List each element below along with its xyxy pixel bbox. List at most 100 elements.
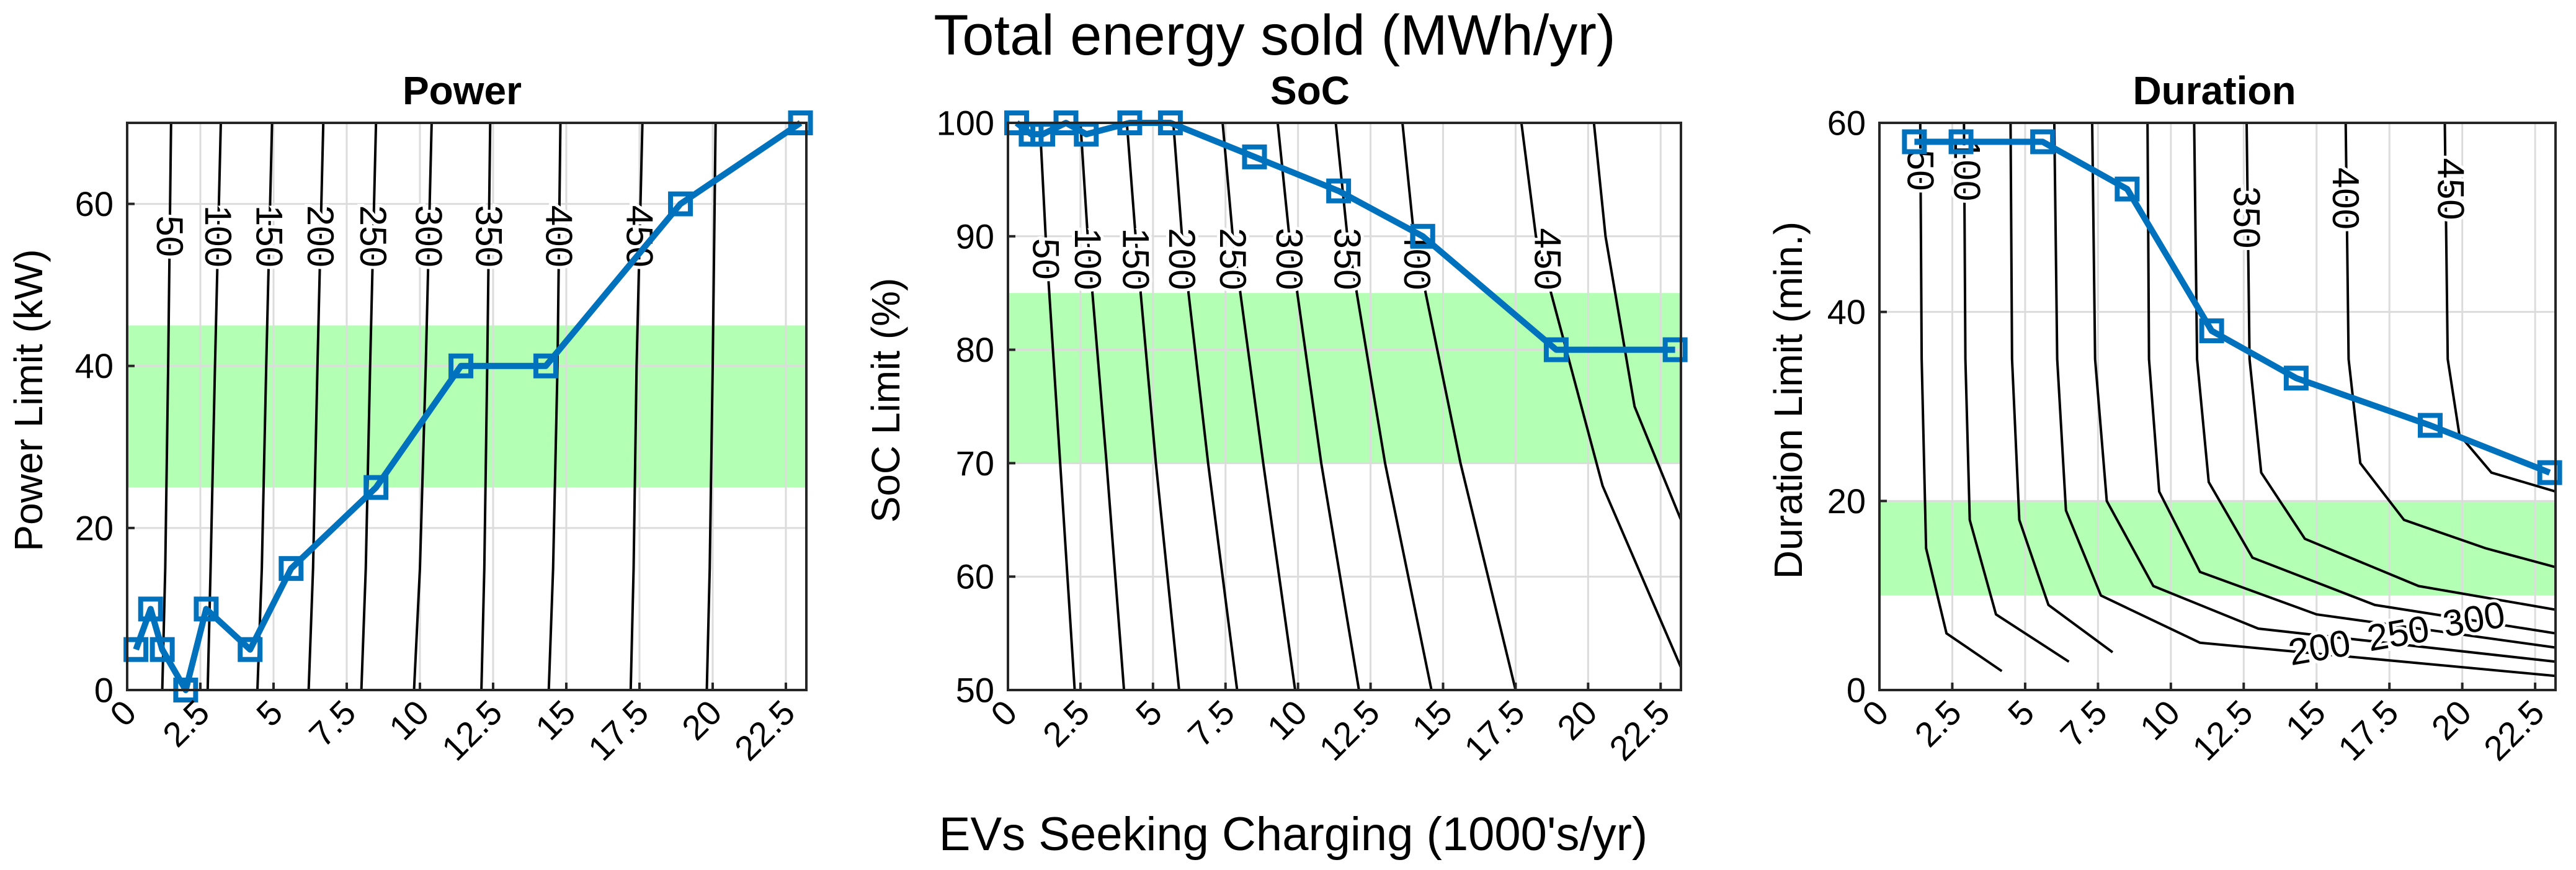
- soc-xtick-label-1: 2.5: [1035, 693, 1097, 755]
- duration-ytick-label-3: 60: [1827, 104, 1866, 143]
- duration-xtick-label-3: 7.5: [2052, 693, 2115, 755]
- duration-contour-unlabeled-2: [2009, 123, 2114, 653]
- power-point-1: [138, 596, 163, 622]
- soc-xtick-label-9: 22.5: [1602, 693, 1677, 768]
- power-ytick-label-2: 40: [75, 346, 114, 385]
- power-xtick-label-1: 2.5: [155, 693, 217, 755]
- duration-contour-label-50: 50: [1899, 150, 1941, 191]
- power-contour-450: [629, 123, 644, 690]
- duration-contour-300: [2193, 123, 2556, 635]
- power-title: Power: [403, 68, 522, 113]
- power-contour-label-300: 300: [408, 205, 450, 267]
- power-point-4: [194, 596, 219, 622]
- duration-contour-label-450: 450: [2430, 158, 2471, 220]
- duration-point-6: [2417, 413, 2443, 438]
- soc-xtick-label-3: 7.5: [1180, 693, 1242, 755]
- power-xtick-label-5: 12.5: [434, 693, 510, 768]
- duration-ytick-label-1: 20: [1827, 482, 1866, 521]
- duration-contour-400: [2344, 123, 2556, 568]
- duration-plot-area: [1879, 123, 2556, 690]
- duration-contour-100: [1963, 123, 2070, 663]
- soc-contour-label-250: 250: [1212, 228, 1254, 290]
- power-point-6: [279, 556, 304, 581]
- soc-xtick-label-4: 10: [1260, 693, 1315, 748]
- duration-contour-label-350: 350: [2226, 186, 2268, 248]
- soc-contour-label-150: 150: [1115, 228, 1156, 290]
- soc-contour-400: [1401, 123, 1517, 690]
- duration-limit-band: [1879, 501, 2556, 596]
- power-limit-band: [127, 325, 806, 488]
- soc-ytick-label-1: 60: [956, 557, 994, 596]
- soc-contour-450: [1520, 123, 1681, 668]
- power-contours: [161, 123, 717, 690]
- power-contour-label-150: 150: [248, 205, 290, 267]
- power-xtick-label-4: 10: [381, 693, 437, 748]
- soc-ytick-label-3: 80: [956, 330, 994, 369]
- power-contour-50: [161, 123, 172, 690]
- soc-xtick-label-6: 15: [1404, 693, 1460, 748]
- soc-ylabel: SoC Limit (%): [863, 278, 908, 523]
- power-contour-350: [480, 123, 492, 690]
- duration-contour-200: [2052, 123, 2556, 678]
- soc-contour-unlabeled-9: [1592, 123, 1681, 521]
- soc-ytick-label-0: 50: [956, 671, 994, 710]
- power-contour-label-50: 50: [149, 215, 190, 257]
- figure-title: Total energy sold (MWh/yr): [934, 4, 1615, 67]
- duration-point-0: [1902, 129, 1927, 155]
- soc-axes-frame: [1007, 122, 1682, 691]
- duration-contour-unlabeled-5: [2146, 123, 2556, 649]
- power-point-5: [238, 637, 263, 662]
- power-axes-frame: [126, 122, 808, 691]
- power-contour-label-400: 400: [538, 205, 580, 267]
- soc-contour-100: [1079, 123, 1126, 690]
- duration-contour-250: [2091, 123, 2556, 663]
- duration-contours: [1919, 123, 2556, 678]
- power-xtick-label-2: 5: [249, 693, 290, 734]
- power-contour-label-200: 200: [300, 205, 341, 267]
- duration-xtick-label-6: 15: [2278, 693, 2333, 748]
- duration-xtick-label-4: 10: [2133, 693, 2188, 748]
- soc-limit-band: [1008, 293, 1681, 464]
- power-contour-label-250: 250: [352, 205, 394, 267]
- power-xtick-label-3: 7.5: [301, 693, 363, 755]
- soc-point-9: [1410, 223, 1435, 249]
- power-point-7: [363, 475, 389, 500]
- power-contour-400: [547, 123, 562, 690]
- soc-point-4: [1074, 122, 1099, 147]
- soc-contour-label-350: 350: [1327, 228, 1368, 290]
- soc-point-8: [1326, 178, 1352, 204]
- duration-xtick-label-5: 12.5: [2185, 693, 2260, 768]
- duration-series-line: [1914, 138, 2551, 476]
- soc-contour-300: [1276, 123, 1360, 690]
- soc-title: SoC: [1270, 68, 1350, 113]
- soc-contour-200: [1172, 123, 1239, 690]
- duration-point-1: [1948, 129, 1974, 155]
- soc-contour-250: [1221, 123, 1296, 690]
- duration-point-2: [2030, 129, 2056, 155]
- soc-contour-label-450: 450: [1526, 228, 1568, 290]
- power-series-line: [133, 120, 803, 693]
- power-ytick-label-0: 0: [94, 671, 114, 710]
- soc-xtick-label-2: 5: [1128, 693, 1170, 734]
- power-point-9: [533, 353, 558, 379]
- soc-point-7: [1242, 144, 1267, 169]
- duration-ytick-label-0: 0: [1847, 671, 1866, 710]
- power-point-10: [668, 191, 693, 217]
- power-xtick-label-7: 17.5: [581, 693, 656, 768]
- duration-contour-label-400: 400: [2325, 168, 2366, 230]
- power-ytick-label-1: 20: [75, 508, 114, 547]
- power-contour-200: [307, 123, 325, 690]
- soc-xtick-label-5: 12.5: [1311, 693, 1387, 768]
- power-contour-unlabeled-9: [705, 123, 717, 690]
- soc-point-2: [1030, 122, 1056, 147]
- power-ytick-label-3: 60: [75, 184, 114, 223]
- soc-ytick-label-4: 90: [956, 217, 994, 256]
- power-point-2: [149, 637, 175, 662]
- duration-point-3: [2115, 176, 2140, 202]
- soc-axes: SoC SoC Limit (%) 50 100 150 200 250 300 350 40…: [863, 68, 1688, 768]
- duration-contour-50: [1919, 123, 2003, 673]
- power-contour-250: [360, 123, 378, 690]
- power-contour-label-100: 100: [197, 205, 239, 267]
